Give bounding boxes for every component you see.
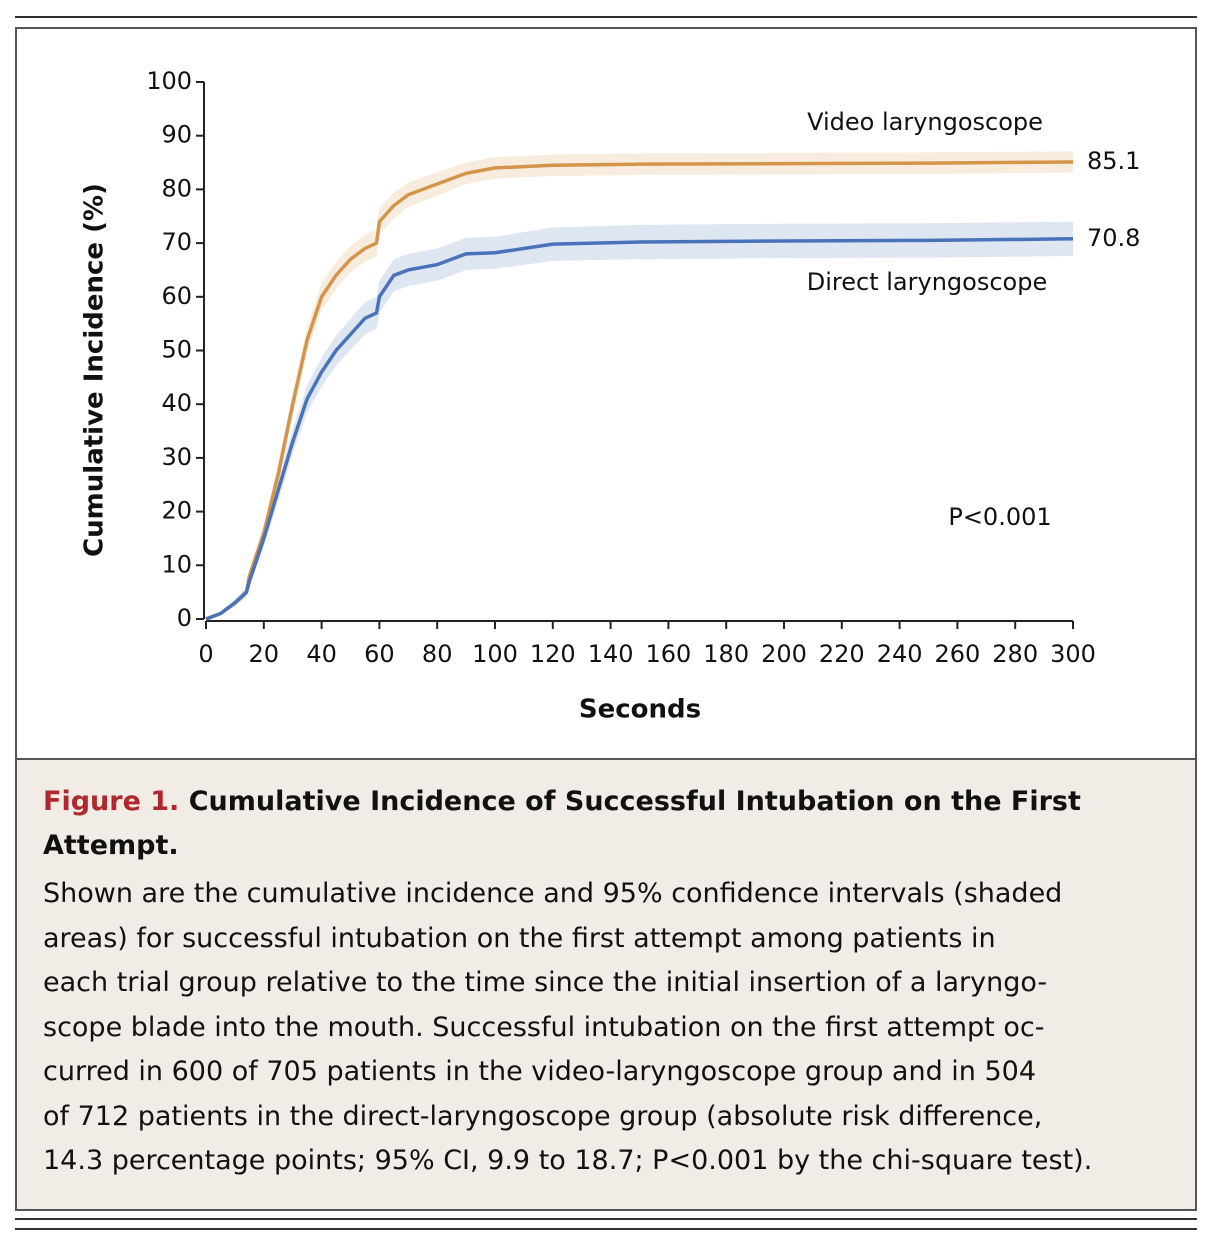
y-tick-label: 80 bbox=[161, 174, 192, 202]
end-value-label: 85.1 bbox=[1087, 147, 1140, 175]
x-tick-label: 0 bbox=[198, 640, 213, 668]
x-tick-label: 140 bbox=[588, 640, 634, 668]
caption-line: curred in 600 of 705 patients in the vid… bbox=[43, 1056, 1037, 1087]
y-tick-label: 50 bbox=[161, 336, 192, 364]
y-tick-label: 60 bbox=[161, 282, 192, 310]
caption-label: Figure 1. bbox=[43, 786, 180, 817]
x-tick-label: 220 bbox=[819, 640, 865, 668]
y-axis-label: Cumulative Incidence (%) bbox=[80, 183, 110, 557]
x-tick-label: 300 bbox=[1050, 640, 1096, 668]
caption-line: of 712 patients in the direct-laryngosco… bbox=[43, 1100, 1043, 1132]
caption-heading: Cumulative Incidence of Successful Intub… bbox=[43, 786, 1081, 861]
figure-frame bbox=[15, 27, 1197, 1211]
y-tick-label: 40 bbox=[161, 389, 192, 417]
caption-body: Shown are the cumulative incidence and 9… bbox=[43, 872, 1092, 1184]
y-tick-label: 70 bbox=[161, 228, 192, 256]
x-tick-label: 260 bbox=[934, 640, 980, 668]
caption-line: scope blade into the mouth. Successful i… bbox=[43, 1011, 1045, 1043]
x-tick-label: 60 bbox=[364, 640, 395, 668]
x-tick-label: 80 bbox=[422, 640, 453, 668]
top-rule bbox=[15, 16, 1197, 18]
x-tick-label: 20 bbox=[249, 640, 280, 668]
bottom-rule bbox=[15, 1228, 1197, 1230]
series-label: Direct laryngoscope bbox=[807, 268, 1047, 296]
caption-title: Figure 1. Cumulative Incidence of Succes… bbox=[43, 780, 1153, 868]
bottom-rule bbox=[15, 1218, 1197, 1220]
x-tick-label: 160 bbox=[645, 640, 691, 668]
end-value-label: 70.8 bbox=[1087, 224, 1140, 252]
annotation: P<0.001 bbox=[948, 503, 1051, 531]
y-tick-label: 0 bbox=[177, 604, 192, 632]
y-tick-label: 20 bbox=[161, 497, 192, 525]
series-label: Video laryngoscope bbox=[807, 108, 1043, 136]
y-tick-label: 90 bbox=[161, 121, 192, 149]
x-tick-label: 120 bbox=[530, 640, 576, 668]
confidence-band bbox=[206, 151, 1073, 619]
series-line bbox=[205, 237, 1074, 621]
x-tick-label: 40 bbox=[306, 640, 337, 668]
y-tick-label: 10 bbox=[161, 550, 192, 578]
y-tick-label: 30 bbox=[161, 443, 192, 471]
x-axis-label: Seconds bbox=[579, 695, 701, 725]
x-tick-label: 100 bbox=[472, 640, 518, 668]
x-tick-label: 240 bbox=[877, 640, 923, 668]
caption-line: each trial group relative to the time si… bbox=[43, 967, 1048, 998]
caption-line: Shown are the cumulative incidence and 9… bbox=[43, 878, 1063, 909]
y-tick-label: 100 bbox=[146, 67, 192, 95]
caption: Figure 1. Cumulative Incidence of Succes… bbox=[17, 758, 1195, 1209]
caption-line: areas) for successful intubation on the … bbox=[43, 922, 996, 954]
x-tick-label: 280 bbox=[992, 640, 1038, 668]
x-tick-label: 180 bbox=[703, 640, 749, 668]
chart: Cumulative Incidence (%) Seconds P<0.001… bbox=[80, 67, 1141, 725]
caption-line: 14.3 percentage points; 95% CI, 9.9 to 1… bbox=[43, 1145, 1093, 1176]
x-tick-label: 200 bbox=[761, 640, 807, 668]
